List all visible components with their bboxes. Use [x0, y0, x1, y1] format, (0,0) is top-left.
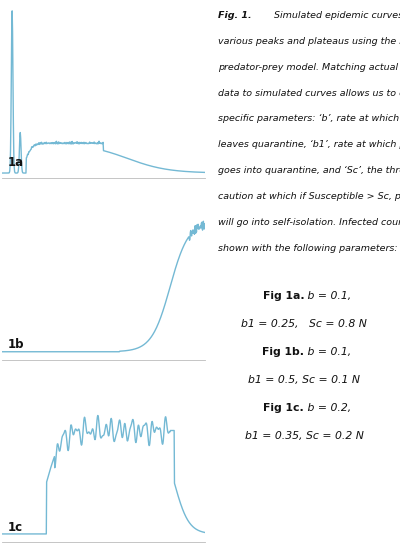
- Text: b = 0.1,: b = 0.1,: [304, 347, 352, 356]
- Text: specific parameters: ‘b’, rate at which population: specific parameters: ‘b’, rate at which …: [218, 114, 400, 123]
- Text: various peaks and plateaus using the SIR: various peaks and plateaus using the SIR: [218, 37, 400, 46]
- Text: data to simulated curves allows us to estimate: data to simulated curves allows us to es…: [218, 88, 400, 98]
- Text: b1 = 0.25,   Sc = 0.8 N: b1 = 0.25, Sc = 0.8 N: [241, 319, 367, 329]
- Text: shown with the following parameters:: shown with the following parameters:: [218, 244, 398, 253]
- Text: b = 0.1,: b = 0.1,: [304, 290, 352, 300]
- Text: b = 0.2,: b = 0.2,: [304, 403, 352, 413]
- Text: b1 = 0.35, Sc = 0.2 N: b1 = 0.35, Sc = 0.2 N: [245, 431, 364, 441]
- Text: Fig 1c.: Fig 1c.: [264, 403, 304, 413]
- Text: Simulated epidemic curves with: Simulated epidemic curves with: [271, 11, 400, 20]
- Text: 1b: 1b: [8, 338, 24, 352]
- Text: 1c: 1c: [8, 520, 23, 534]
- Text: leaves quarantine, ‘b1’, rate at which population: leaves quarantine, ‘b1’, rate at which p…: [218, 140, 400, 149]
- Text: Fig. 1.: Fig. 1.: [218, 11, 252, 20]
- Text: 1a: 1a: [8, 156, 24, 169]
- Text: Fig 1b.: Fig 1b.: [262, 347, 304, 356]
- Text: caution at which if Susceptible > Sc, people: caution at which if Susceptible > Sc, pe…: [218, 192, 400, 201]
- Text: predator-prey model. Matching actual state: predator-prey model. Matching actual sta…: [218, 63, 400, 71]
- Text: Fig 1a.: Fig 1a.: [262, 290, 304, 300]
- Text: will go into self-isolation. Infected counts over time: will go into self-isolation. Infected co…: [218, 218, 400, 227]
- Text: goes into quarantine, and ‘Sc’, the threshold of: goes into quarantine, and ‘Sc’, the thre…: [218, 166, 400, 175]
- Text: b1 = 0.5, Sc = 0.1 N: b1 = 0.5, Sc = 0.1 N: [248, 375, 360, 385]
